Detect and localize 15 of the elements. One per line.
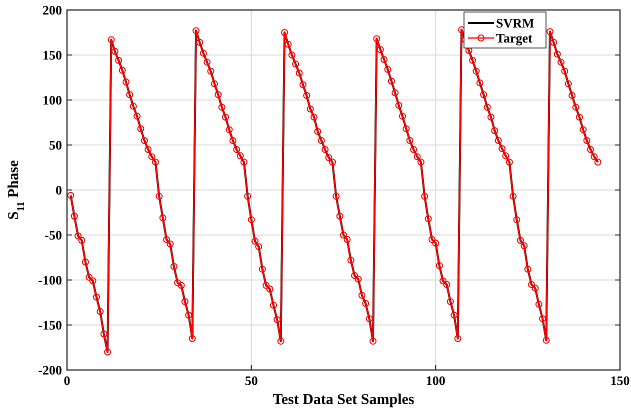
x-tick-label: 50	[244, 373, 258, 388]
y-tick-label: -150	[38, 318, 62, 332]
legend-label: SVRM	[496, 16, 534, 30]
y-tick-label: -50	[44, 228, 62, 242]
y-tick-label: 100	[42, 92, 62, 108]
x-tick-label: 100	[426, 373, 446, 388]
y-tick-label: 0	[56, 182, 62, 198]
x-tick-label: 150	[610, 373, 630, 388]
y-tick-label: 150	[42, 48, 62, 62]
x-axis-title: Test Data Set Samples	[272, 392, 414, 408]
y-tick-label: -200	[38, 362, 62, 378]
y-tick-label: -100	[38, 272, 62, 288]
y-tick-label: 50	[49, 138, 62, 152]
y-tick-label: 200	[42, 2, 62, 18]
legend-label: Target	[496, 30, 534, 46]
